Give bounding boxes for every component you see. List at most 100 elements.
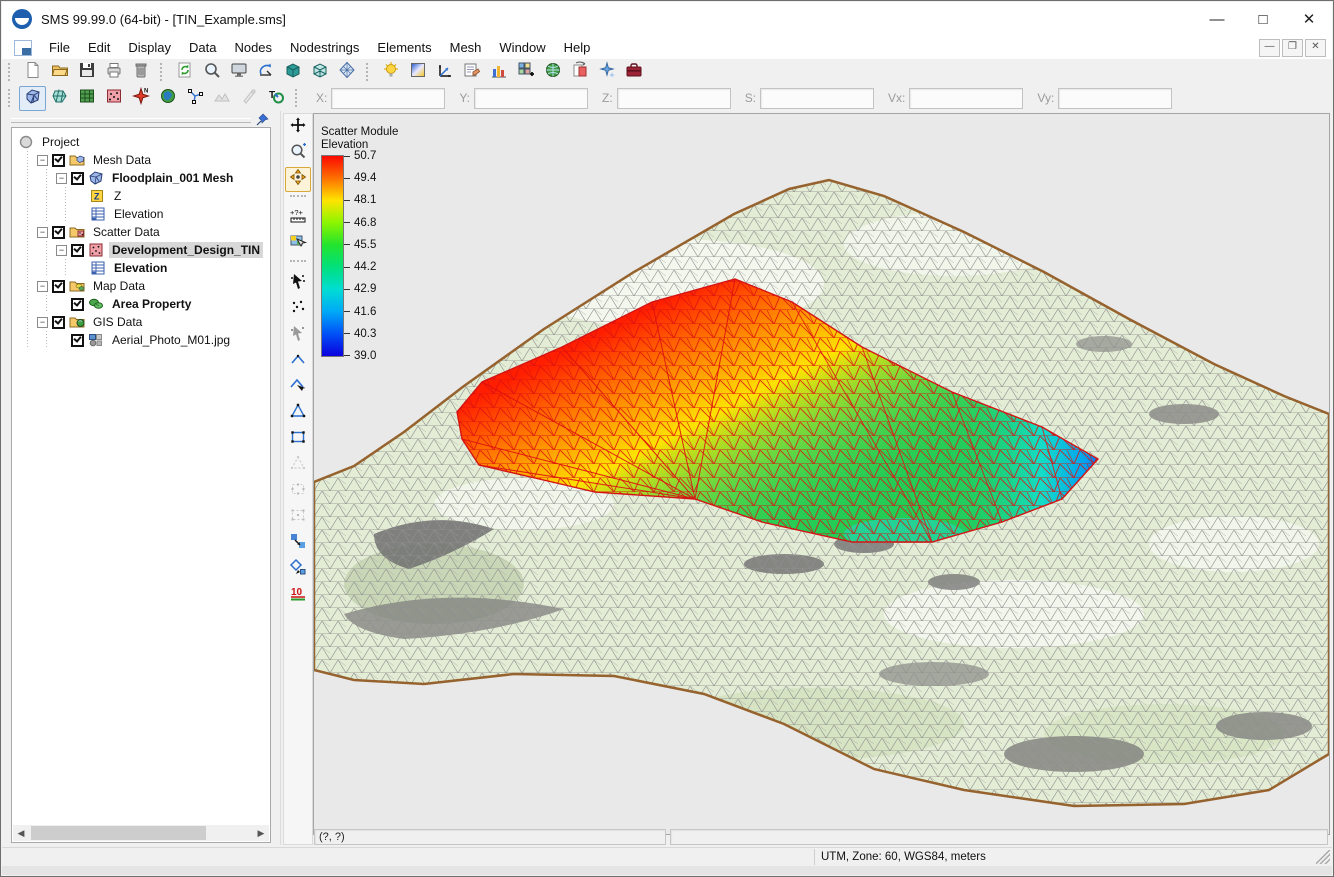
tree-item-label[interactable]: Aerial_Photo_M01.jpg [109,332,233,348]
menu-elements[interactable]: Elements [368,37,440,58]
tool-rectangle-button[interactable] [285,427,311,452]
mdi-restore-button[interactable]: ❐ [1282,39,1303,57]
tree-expander[interactable]: − [37,317,48,328]
tree-item-label[interactable]: Floodplain_001 Mesh [109,170,236,186]
tree-expander[interactable]: − [37,281,48,292]
display-options-button[interactable] [225,60,252,85]
pin-icon[interactable] [256,113,269,126]
tool-rect-select-button[interactable] [285,479,311,504]
scatter-module-button[interactable] [100,86,127,111]
tool-arc-button[interactable] [285,349,311,374]
grid-module-button[interactable] [73,86,100,111]
tree-horizontal-scrollbar[interactable]: ◀ ▶ [13,825,269,841]
tree-item-development-design-tin[interactable]: − Development_Design_TIN [18,241,268,259]
properties-button[interactable] [458,60,485,85]
tree-item-label[interactable]: Elevation [111,206,166,222]
refresh-button[interactable] [171,60,198,85]
tree-item-z[interactable]: ZZ [18,187,268,205]
web-globe-button[interactable] [539,60,566,85]
view-sphere-button[interactable] [333,60,360,85]
new-file-button[interactable] [19,60,46,85]
tree-item-project[interactable]: Project [18,133,268,151]
tree-checkbox[interactable] [71,244,84,257]
menu-edit[interactable]: Edit [79,37,119,58]
tool-arc-select-button[interactable] [285,375,311,400]
coord-input-s[interactable] [760,88,874,109]
annotation-module-button[interactable] [235,86,262,111]
cube-wire-button[interactable] [306,60,333,85]
resize-grip[interactable] [1316,850,1330,864]
tool-select-points-button[interactable] [285,271,311,296]
profile-module-button[interactable] [208,86,235,111]
tree-item-map-data[interactable]: −Map Data [18,277,268,295]
tree-checkbox[interactable] [52,316,65,329]
graphics-view[interactable]: Scatter Module Elevation 50.749.448.146.… [313,113,1330,835]
effects-button[interactable] [593,60,620,85]
tree-expander[interactable]: − [56,245,67,256]
tree-item-label[interactable]: Elevation [111,260,170,276]
cube-solid-button[interactable] [279,60,306,85]
close-button[interactable]: ✕ [1286,2,1332,36]
tool-swap-edges-button[interactable] [285,531,311,556]
menu-nodestrings[interactable]: Nodestrings [281,37,368,58]
map-module-button[interactable]: N [127,86,154,111]
menu-help[interactable]: Help [555,37,600,58]
tree-item-mesh-data[interactable]: − Mesh Data [18,151,268,169]
tree-checkbox[interactable] [52,226,65,239]
tree-checkbox[interactable] [71,334,84,347]
open-button[interactable] [46,60,73,85]
axes-button[interactable] [431,60,458,85]
tree-checkbox[interactable] [71,298,84,311]
print-button[interactable] [100,60,127,85]
tree-checkbox[interactable] [52,154,65,167]
rotate-view-button[interactable] [252,60,279,85]
coord-input-vy[interactable] [1058,88,1172,109]
minimize-button[interactable]: — [1194,2,1240,36]
scroll-left-arrow[interactable]: ◀ [13,825,29,841]
coord-input-vx[interactable] [909,88,1023,109]
light-bulb-button[interactable] [377,60,404,85]
page-orientation-button[interactable] [566,60,593,85]
tree-item-label[interactable]: Scatter Data [90,224,163,240]
menu-file[interactable]: File [40,37,79,58]
tree-item-label[interactable]: Z [111,188,124,204]
tool-merge-tin-button[interactable] [285,557,311,582]
tool-zoom-button[interactable] [285,141,311,166]
mesh2-module-button[interactable] [46,86,73,111]
mdi-close-button[interactable]: ✕ [1305,39,1326,57]
maximize-button[interactable]: □ [1240,2,1286,36]
zoom-tool-button[interactable] [198,60,225,85]
tree-item-label[interactable]: Mesh Data [90,152,154,168]
scrollbar-thumb[interactable] [31,826,206,840]
menu-data[interactable]: Data [180,37,225,58]
tool-measure-button[interactable]: +?+ [285,206,311,231]
tool-triangle-button[interactable] [285,401,311,426]
tree-item-label[interactable]: Development_Design_TIN [109,242,263,258]
tree-expander[interactable]: − [37,227,48,238]
menu-display[interactable]: Display [119,37,180,58]
tree-item-gis-data[interactable]: − GIS Data [18,313,268,331]
tree-item-elevation[interactable]: Elevation [18,259,268,277]
tree-item-label[interactable]: GIS Data [90,314,145,330]
curvilinear-module-button[interactable] [181,86,208,111]
tree-expander[interactable]: − [37,155,48,166]
gis-module-button[interactable] [154,86,181,111]
mdi-minimize-button[interactable]: — [1259,39,1280,57]
menu-mesh[interactable]: Mesh [441,37,491,58]
river1d-module-button[interactable]: T [262,86,289,111]
tool-contour-label-button[interactable]: 10 [285,583,311,608]
tree-checkbox[interactable] [52,280,65,293]
tree-item-elevation[interactable]: Elevation [18,205,268,223]
tool-triangle-dashed-button[interactable] [285,453,311,478]
menu-window[interactable]: Window [490,37,554,58]
save-button[interactable] [73,60,100,85]
tree-item-floodplain-001-mesh[interactable]: −Floodplain_001 Mesh [18,169,268,187]
tree-item-scatter-data[interactable]: − Scatter Data [18,223,268,241]
tree-item-label[interactable]: Project [39,134,82,150]
tool-rotate-button[interactable] [285,167,311,192]
tree-item-area-property[interactable]: Area Property [18,295,268,313]
grid-add-button[interactable] [512,60,539,85]
tree-item-aerial-photo-m01-jpg[interactable]: Aerial_Photo_M01.jpg [18,331,268,349]
coord-input-z[interactable] [617,88,731,109]
tool-select-elements-button[interactable] [285,323,311,348]
